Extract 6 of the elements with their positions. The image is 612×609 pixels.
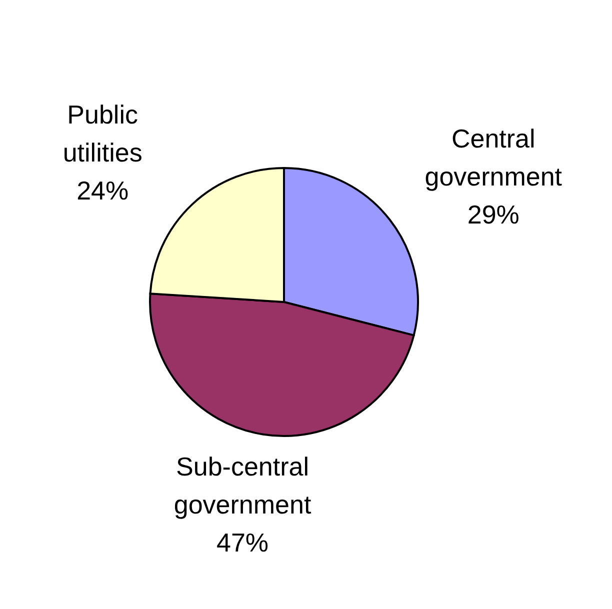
- data-label: 29%: [467, 199, 520, 230]
- slice-label: Sub-central government: [174, 452, 312, 520]
- data-label: 24%: [76, 176, 129, 206]
- data-label: 47%: [216, 528, 269, 558]
- slice-label: Public utilities: [62, 100, 142, 168]
- slice-label: Central government: [424, 123, 563, 192]
